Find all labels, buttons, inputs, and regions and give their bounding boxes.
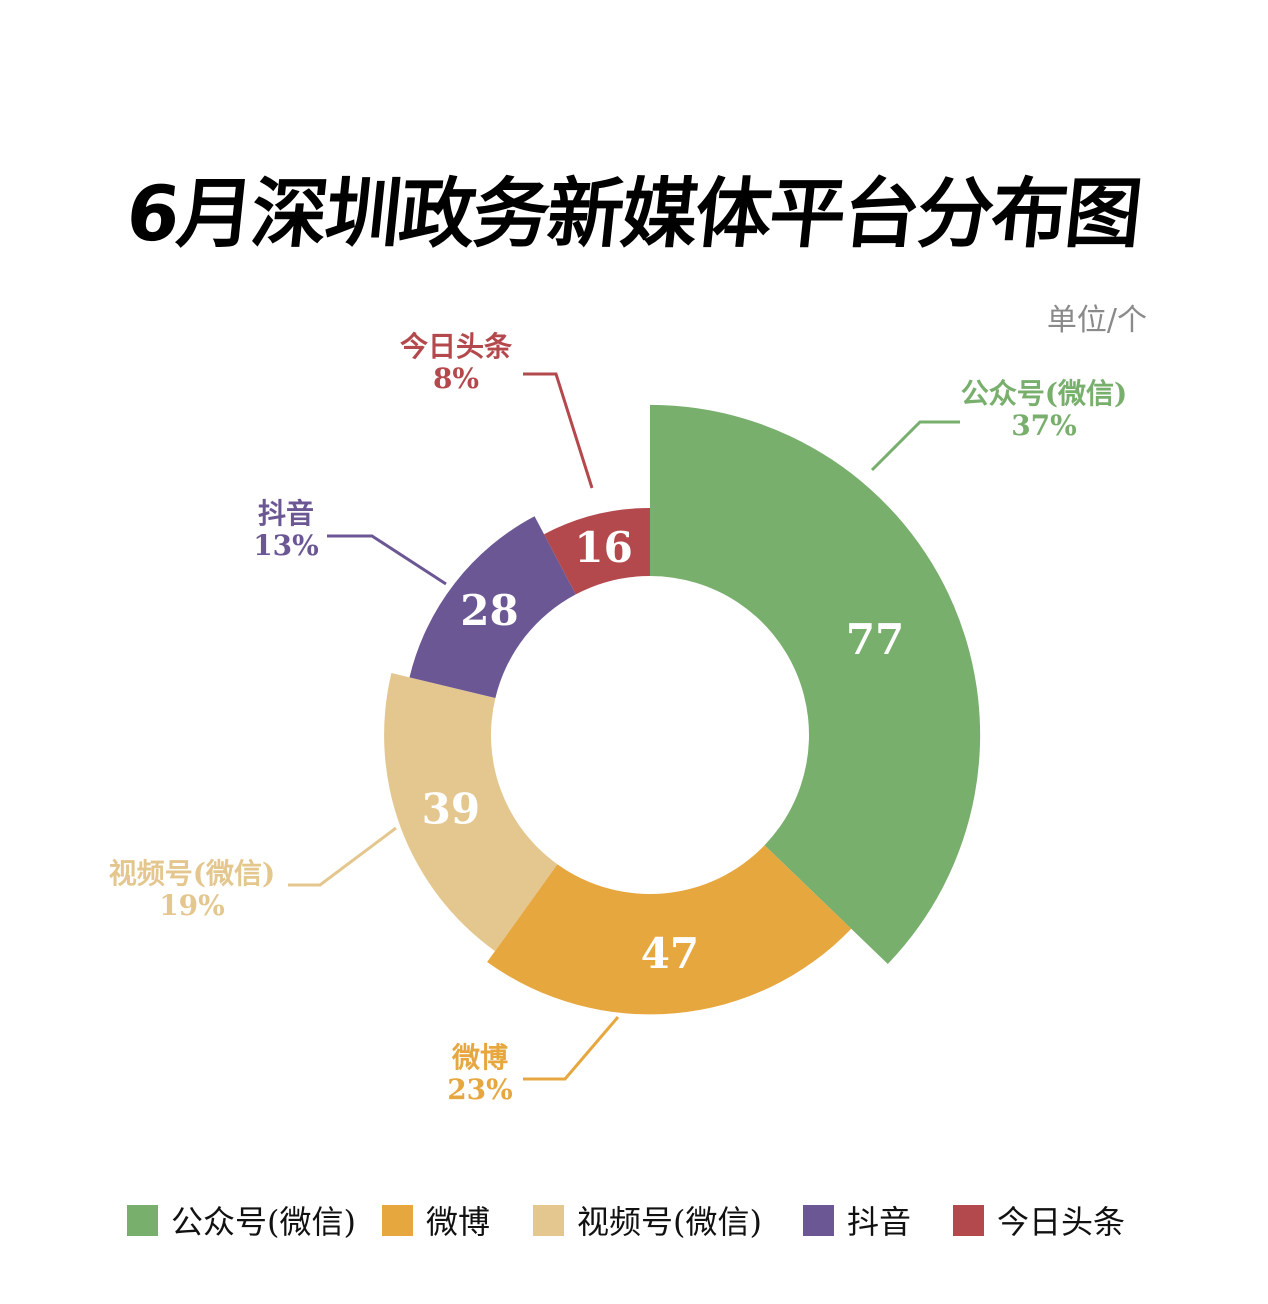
unit-label: 单位/个 [1046,303,1147,338]
callout-percent: 37% [1011,409,1077,442]
callout-label: 视频号(微信) [108,857,276,890]
legend-label: 公众号(微信) [171,1203,356,1241]
slice-value-1: 47 [641,929,699,978]
legend-label: 抖音 [847,1203,912,1241]
callout-percent: 13% [253,529,319,562]
callout-percent: 23% [447,1073,513,1106]
legend-swatch [533,1204,564,1236]
legend-item-3: 抖音 [803,1197,911,1243]
legend-item-4: 今日头条 [953,1197,1125,1243]
legend-item-2: 视频号(微信) [533,1197,762,1243]
leader-line-2 [288,826,397,887]
donut-slice-1 [487,845,852,1015]
slice-value-3: 28 [460,586,518,635]
donut-slice-4 [544,507,650,595]
donut-slice-3 [409,516,576,698]
callout-percent: 8% [432,362,480,395]
legend-swatch [803,1204,834,1236]
legend-swatch [127,1204,158,1236]
donut-slice-0 [650,404,981,964]
slice-callout-0: 公众号(微信) 37% [924,378,1164,442]
leader-line-1 [523,1016,620,1081]
slice-value-0: 77 [846,615,904,664]
legend-item-0: 公众号(微信) [127,1197,356,1243]
slice-value-2: 39 [422,785,480,834]
slice-value-4: 16 [574,523,632,572]
legend-label: 今日头条 [997,1203,1126,1241]
legend-label: 微博 [426,1203,491,1241]
slice-callout-1: 微博 23% [360,1042,600,1106]
legend-swatch [953,1204,984,1236]
slice-callout-2: 视频号(微信) 19% [72,858,312,922]
leader-line-4 [523,372,594,489]
slice-callout-3: 抖音 13% [166,498,406,562]
callout-label: 抖音 [257,497,314,530]
slice-callout-4: 今日头条 8% [336,331,576,395]
leader-line-0 [870,420,960,472]
callout-percent: 19% [159,889,225,922]
donut-slice-2 [384,673,558,952]
callout-label: 今日头条 [399,330,512,363]
leader-line-3 [327,534,447,586]
callout-label: 微博 [451,1041,508,1074]
legend-swatch [382,1204,413,1236]
legend-label: 视频号(微信) [577,1203,762,1241]
legend-item-1: 微博 [382,1197,490,1243]
callout-label: 公众号(微信) [960,377,1128,410]
